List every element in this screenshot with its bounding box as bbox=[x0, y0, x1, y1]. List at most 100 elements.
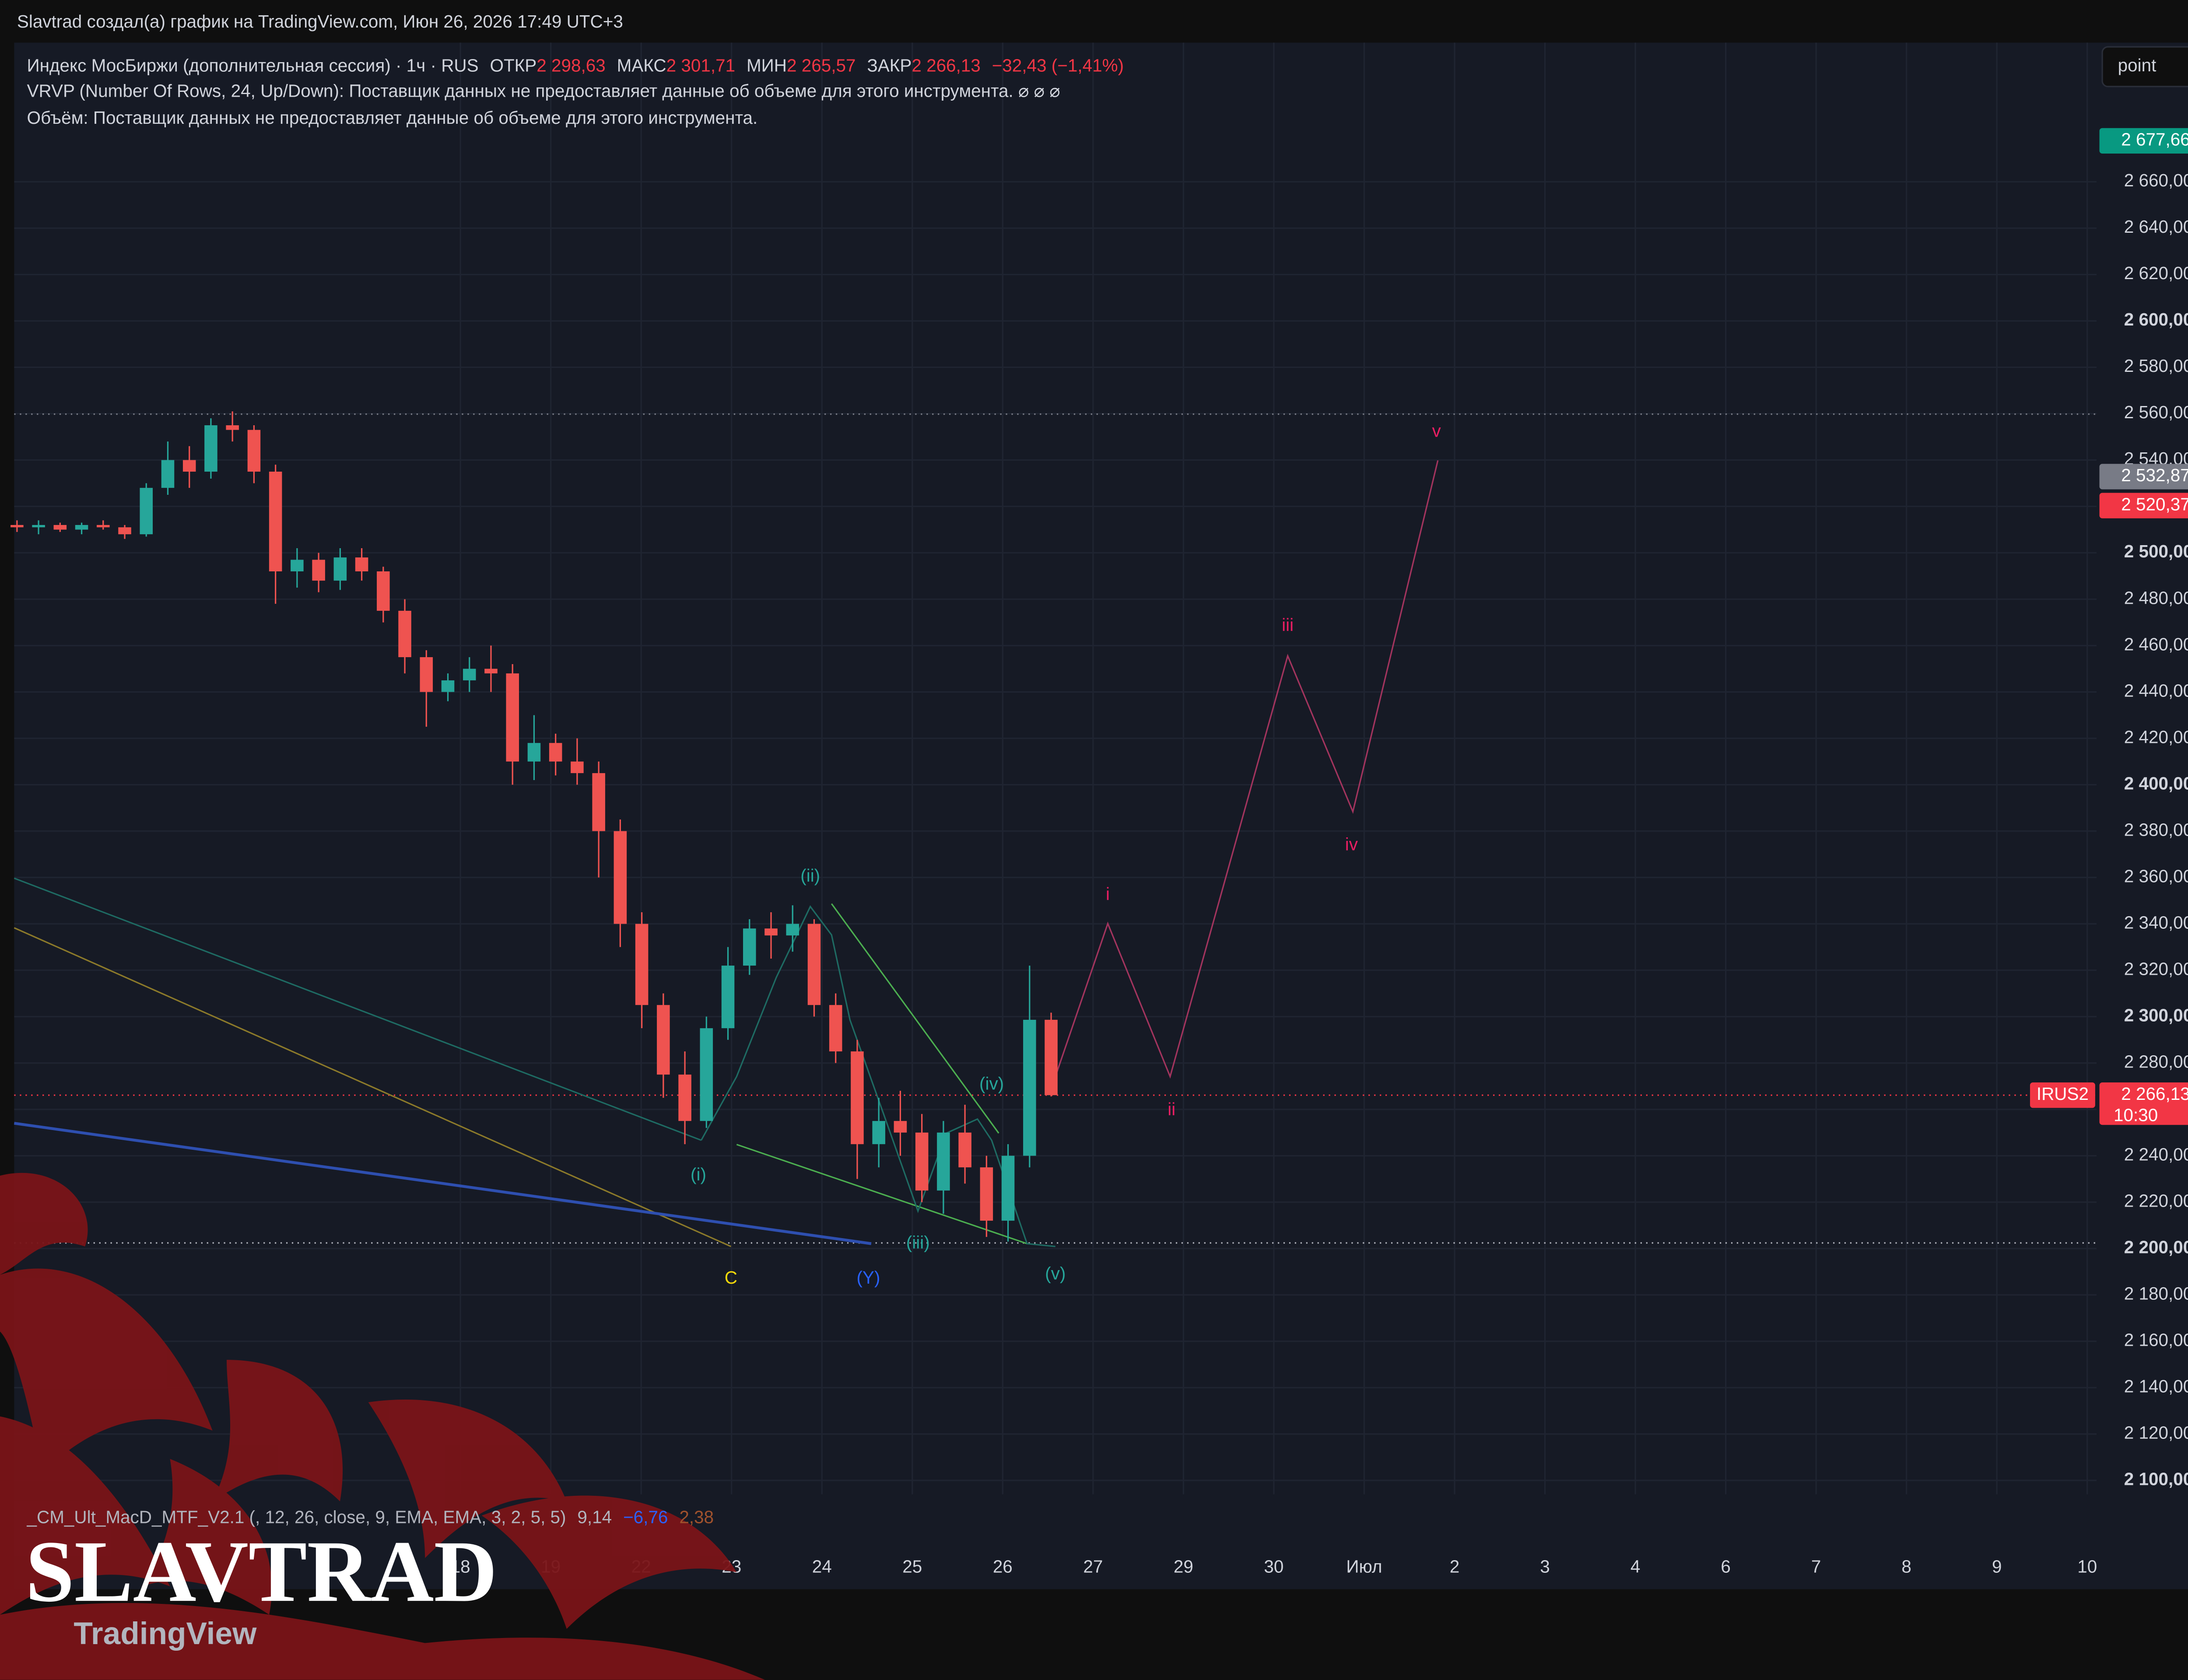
price-label-box bbox=[2099, 464, 2188, 490]
wave-label: (iii) bbox=[906, 1232, 930, 1252]
wave-label: (v) bbox=[1045, 1264, 1066, 1284]
y-tick-label: 2 440,00 bbox=[2124, 680, 2188, 700]
candle-body bbox=[75, 525, 88, 530]
macd-name: _CM_Ult_MacD_MTF_V2.1 (, 12, 26, close, … bbox=[27, 1507, 566, 1527]
candle-body bbox=[1045, 1019, 1058, 1096]
candle-body bbox=[678, 1074, 691, 1121]
candle-body bbox=[182, 460, 196, 472]
wave-label: iii bbox=[1282, 615, 1294, 635]
candle-body bbox=[980, 1167, 993, 1221]
candle-body bbox=[463, 668, 476, 681]
x-tick-label: 6 bbox=[1721, 1557, 1731, 1577]
x-tick-label: 8 bbox=[1901, 1557, 1911, 1577]
y-tick-label: 2 320,00 bbox=[2124, 959, 2188, 979]
candle-body bbox=[851, 1051, 864, 1144]
wave-label: i bbox=[1106, 884, 1110, 904]
candle-body bbox=[226, 425, 239, 430]
macd-legend: _CM_Ult_MacD_MTF_V2.1 (, 12, 26, close, … bbox=[27, 1507, 714, 1527]
symbol: Индекс МосБиржи (дополнительная сессия) … bbox=[27, 55, 479, 75]
candle-body bbox=[721, 966, 735, 1029]
candle-body bbox=[549, 743, 562, 762]
candle-body bbox=[958, 1132, 971, 1168]
y-tick-label: 2 420,00 bbox=[2124, 727, 2188, 747]
x-tick-label: 24 bbox=[812, 1557, 832, 1577]
price-label: 2 520,37 bbox=[2121, 494, 2188, 514]
candle-body bbox=[204, 425, 217, 472]
y-tick-label: 2 100,00 bbox=[2124, 1469, 2188, 1489]
symbol-tag: IRUS2 bbox=[2037, 1084, 2089, 1104]
candle-body bbox=[571, 761, 584, 774]
price-label-box bbox=[2099, 493, 2188, 518]
countdown: 10:30 bbox=[2114, 1105, 2158, 1125]
candle-body bbox=[97, 525, 110, 528]
candle-body bbox=[32, 525, 45, 528]
y-tick-label: 2 400,00 bbox=[2124, 773, 2188, 793]
candle-body bbox=[657, 1005, 670, 1075]
y-tick-label: 2 240,00 bbox=[2124, 1144, 2188, 1164]
close-label: ЗАКР bbox=[867, 55, 912, 75]
wave-label: (i) bbox=[691, 1164, 706, 1184]
chart-panel bbox=[14, 42, 2188, 1589]
y-tick-label: 2 640,00 bbox=[2124, 217, 2188, 237]
macd-value: −6,76 bbox=[623, 1507, 668, 1527]
y-tick-label: 2 620,00 bbox=[2124, 263, 2188, 283]
x-tick-label: 29 bbox=[1174, 1557, 1193, 1577]
candle-body bbox=[700, 1028, 713, 1121]
macd-value: 9,14 bbox=[577, 1507, 612, 1527]
price-label: 2 677,66 bbox=[2121, 130, 2188, 150]
x-tick-label: 7 bbox=[1811, 1557, 1821, 1577]
legend-line: Индекс МосБиржи (дополнительная сессия) … bbox=[27, 55, 1124, 75]
candle-body bbox=[377, 571, 390, 611]
wave-line bbox=[1055, 460, 1439, 1079]
y-tick-label: 2 120,00 bbox=[2124, 1422, 2188, 1442]
candle-body bbox=[635, 924, 649, 1005]
candle-body bbox=[53, 525, 67, 530]
candle-body bbox=[614, 831, 627, 924]
credit: Slavtrad создал(а) график на TradingView… bbox=[17, 11, 623, 32]
x-tick-label: 10 bbox=[2077, 1557, 2097, 1577]
point-button-label[interactable]: point bbox=[2118, 55, 2156, 75]
candle-body bbox=[786, 924, 799, 936]
low-label: МИН bbox=[747, 55, 787, 75]
candle-body bbox=[829, 1005, 842, 1052]
change: −32,43 (−1,41%) bbox=[992, 55, 1124, 75]
y-tick-label: 2 340,00 bbox=[2124, 912, 2188, 932]
price-label-box bbox=[2099, 1082, 2188, 1125]
x-tick-label: 27 bbox=[1083, 1557, 1103, 1577]
candle-body bbox=[506, 673, 519, 762]
candle-body bbox=[527, 743, 541, 762]
open-value: 2 298,63 bbox=[536, 55, 605, 75]
x-tick-label: 2 bbox=[1450, 1557, 1459, 1577]
candle-body bbox=[161, 460, 175, 488]
candle-body bbox=[247, 430, 261, 472]
candle-body bbox=[484, 668, 498, 674]
x-tick-label: 25 bbox=[902, 1557, 922, 1577]
wave-label: (Y) bbox=[856, 1267, 880, 1288]
y-tick-label: 2 480,00 bbox=[2124, 588, 2188, 608]
y-tick-label: 2 280,00 bbox=[2124, 1051, 2188, 1071]
candle-body bbox=[140, 488, 153, 535]
point-button[interactable] bbox=[2101, 46, 2188, 88]
x-tick-label: 3 bbox=[1540, 1557, 1550, 1577]
candle-body bbox=[398, 611, 411, 658]
y-tick-label: 2 600,00 bbox=[2124, 309, 2188, 329]
y-tick-label: 2 180,00 bbox=[2124, 1283, 2188, 1303]
candle-body bbox=[743, 928, 756, 966]
y-tick-label: 2 580,00 bbox=[2124, 356, 2188, 376]
candle-body bbox=[441, 680, 455, 692]
volume-legend: Объём: Поставщик данных не предоставляет… bbox=[27, 108, 758, 128]
y-tick-label: 2 160,00 bbox=[2124, 1330, 2188, 1350]
candle-body bbox=[312, 560, 325, 581]
high-label: МАКС bbox=[617, 55, 666, 75]
x-tick-label: 18 bbox=[451, 1557, 470, 1577]
y-tick-label: 2 300,00 bbox=[2124, 1005, 2188, 1025]
price-label: 2 532,87 bbox=[2121, 465, 2188, 485]
brand-watermark: TradingView bbox=[74, 1617, 257, 1651]
candle-body bbox=[764, 928, 778, 936]
candle-body bbox=[420, 657, 433, 692]
price-label-box bbox=[2099, 128, 2188, 154]
macd-value: 2,38 bbox=[679, 1507, 714, 1527]
y-tick-label: 2 660,00 bbox=[2124, 170, 2188, 190]
